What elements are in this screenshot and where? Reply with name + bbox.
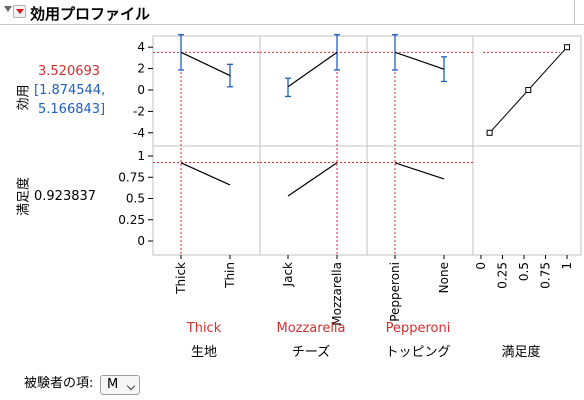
desirability-fn-handle	[486, 129, 493, 136]
utility-tick-label: 2	[137, 62, 145, 76]
desirability-fn-tick-label: 0	[474, 262, 488, 270]
desirability-tick-label: 0.5	[126, 192, 145, 206]
desirability-trace-line	[287, 162, 338, 197]
factor-level-label: Pepperoni	[388, 262, 402, 322]
desirability-fn-handle	[564, 44, 570, 51]
desirability-fn-tick-label: 0.25	[496, 262, 510, 289]
factor-current-level-topping: Pepperoni	[385, 321, 451, 336]
factor-level-label: Thick	[174, 262, 188, 295]
desirability-tick-label: 0.25	[118, 213, 145, 227]
utility-trace-line	[287, 51, 338, 88]
chevron-down-icon	[126, 381, 136, 391]
factor-level-label: Jack	[281, 262, 295, 287]
utility-tick-label: 0	[137, 83, 145, 97]
desirability-tick-label: 0.75	[118, 170, 145, 184]
desirability-tick-label: 0	[137, 234, 145, 248]
utility-trace-line	[394, 51, 445, 70]
header-divider	[0, 24, 584, 25]
subject-term-value: M	[107, 377, 119, 392]
subject-term-label: 被験者の項:	[24, 376, 94, 391]
profiler-header: 効用プロファイル	[0, 0, 584, 26]
header-right-border	[574, 0, 575, 24]
factor-name-dough: 生地	[190, 345, 217, 360]
utility-tick-label: -4	[133, 126, 145, 140]
utility-ci-high: 5.166843]	[38, 102, 106, 117]
desirability-fn-tick-label: 0.75	[539, 262, 553, 289]
factor-level-label: Mozzarella	[330, 262, 344, 326]
factor-current-level-cheese: Mozzarella	[276, 321, 346, 336]
subject-term-select[interactable]: M	[100, 375, 140, 395]
factor-level-label: Thin	[223, 262, 237, 289]
desirability-fn-tick-label: 1	[560, 262, 574, 270]
utility-tick-label: 4	[137, 40, 145, 54]
desirability-fn-tick-label: 0.5	[517, 262, 531, 281]
desirability-current-value: 0.923837	[34, 189, 97, 204]
factor-level-label: None	[437, 262, 451, 293]
page-title: 効用プロファイル	[30, 5, 151, 23]
collapse-triangle-icon[interactable]	[4, 6, 12, 12]
desirability-trace-line	[394, 162, 445, 180]
utility-tick-label: -2	[133, 104, 145, 118]
utility-ci-low: [1.874544,	[34, 83, 106, 98]
utility-current-value: 3.520693	[38, 64, 101, 79]
desirability-fn-handle	[525, 87, 532, 93]
desirability-function-name: 満足度	[501, 345, 541, 360]
desirability-trace-line	[180, 162, 231, 186]
factor-current-level-dough: Thick	[186, 321, 222, 336]
factor-name-topping: トッピング	[385, 345, 451, 360]
desirability-fn-line	[489, 89, 529, 134]
red-triangle-menu-icon[interactable]	[13, 5, 26, 18]
factor-name-cheese: チーズ	[291, 345, 331, 360]
desirability-tick-label: 1	[137, 149, 145, 163]
utility-trace-line	[180, 51, 231, 77]
desirability-fn-line	[527, 46, 568, 91]
